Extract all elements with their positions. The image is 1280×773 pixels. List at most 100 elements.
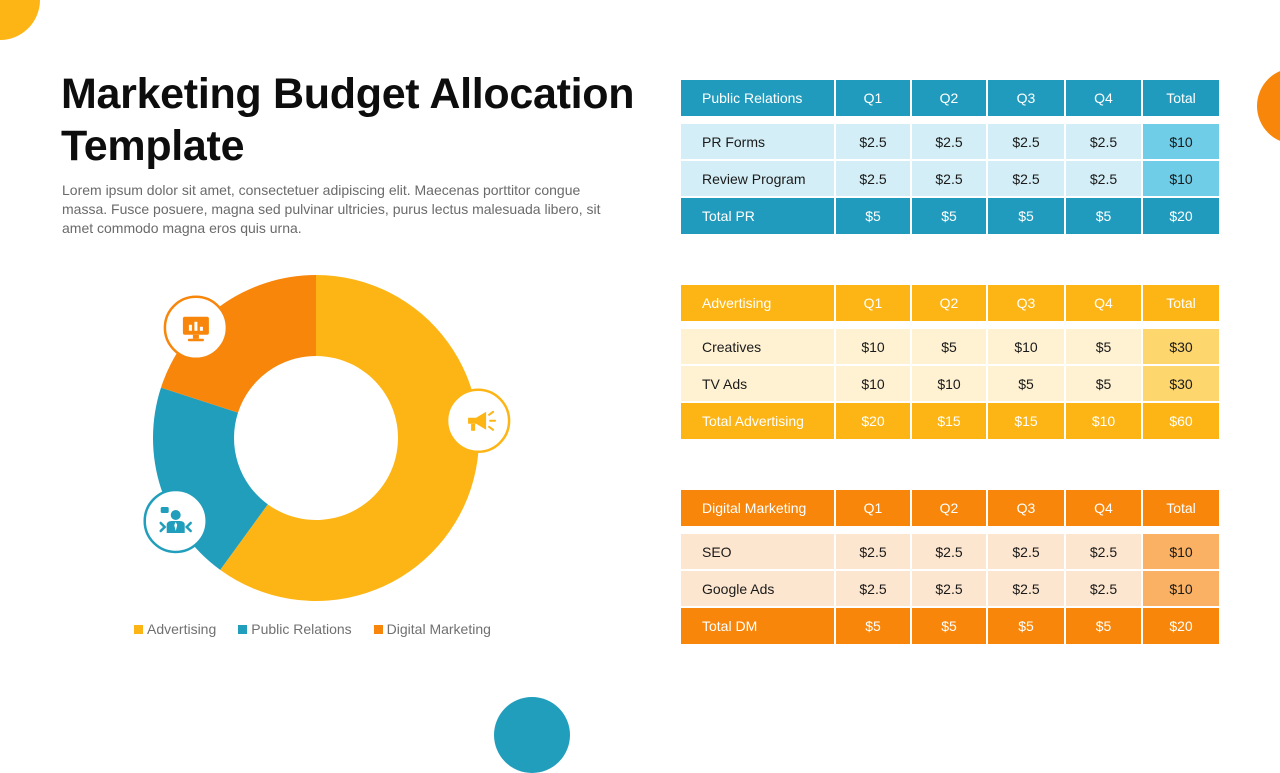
table-cell: $2.5 xyxy=(910,532,988,571)
legend-item-advertising: Advertising xyxy=(134,620,216,638)
table-total-cell: $15 xyxy=(986,401,1066,441)
table-total-cell: $5 xyxy=(834,196,912,236)
table-total-cell: $20 xyxy=(834,401,912,441)
decorative-circle-top-left xyxy=(0,0,40,40)
table-total-cell: $10 xyxy=(1064,401,1143,441)
slide-title: Marketing Budget Allocation Template xyxy=(61,70,635,170)
table-header-cell: Q3 xyxy=(986,488,1066,528)
table-cell: $5 xyxy=(1064,364,1143,403)
table-total-cell: $5 xyxy=(834,606,912,646)
table-cell: $2.5 xyxy=(1064,569,1143,608)
table-cell: Review Program xyxy=(679,159,836,198)
table-total-cell: Total DM xyxy=(679,606,836,646)
legend-label: Digital Marketing xyxy=(386,621,491,637)
table-cell-total: $10 xyxy=(1141,569,1221,608)
digital-marketing-table: Digital Marketing Q1 Q2 Q3 Q4 Total SEO … xyxy=(679,488,1221,646)
table-row: SEO $2.5 $2.5 $2.5 $2.5 $10 xyxy=(679,532,1221,571)
legend-item-digital-marketing: Digital Marketing xyxy=(373,620,491,638)
table-header-cell: Q4 xyxy=(1064,488,1143,528)
advertising-table: Advertising Q1 Q2 Q3 Q4 Total Creatives … xyxy=(679,283,1221,441)
table-header-cell: Total xyxy=(1141,78,1221,118)
icon-badge xyxy=(445,388,511,454)
table-cell-total: $30 xyxy=(1141,327,1221,366)
slide-description: Lorem ipsum dolor sit amet, consectetuer… xyxy=(62,182,601,236)
table-cell: $2.5 xyxy=(834,532,912,571)
legend-item-public-relations: Public Relations xyxy=(238,620,352,638)
table-cell: $2.5 xyxy=(986,159,1066,198)
table-header-cell: Total xyxy=(1141,283,1221,323)
chart-legend: Advertising Public Relations Digital Mar… xyxy=(134,620,491,638)
table-cell: Creatives xyxy=(679,327,836,366)
table-cell: $10 xyxy=(834,327,912,366)
table-header-cell: Q2 xyxy=(910,78,988,118)
table-total-cell: $5 xyxy=(1064,196,1143,236)
table-cell-total: $10 xyxy=(1141,122,1221,161)
table-cell: $2.5 xyxy=(910,159,988,198)
table-cell: $2.5 xyxy=(834,159,912,198)
table-cell: $2.5 xyxy=(1064,532,1143,571)
table-cell: $2.5 xyxy=(910,569,988,608)
table-cell: $2.5 xyxy=(834,122,912,161)
table-total-cell: $20 xyxy=(1141,606,1221,646)
table-header-row: Public Relations Q1 Q2 Q3 Q4 Total xyxy=(679,78,1221,118)
table-cell: TV Ads xyxy=(679,364,836,403)
table-header-cell: Advertising xyxy=(679,283,836,323)
table-total-cell: $60 xyxy=(1141,401,1221,441)
legend-swatch xyxy=(238,624,248,634)
table-total-cell: Total Advertising xyxy=(679,401,836,441)
businessman-icon xyxy=(159,506,192,533)
table-cell-total: $10 xyxy=(1141,159,1221,198)
table-cell: $5 xyxy=(1064,327,1143,366)
table-cell-total: $30 xyxy=(1141,364,1221,403)
table-header-cell: Q1 xyxy=(834,78,912,118)
monitor-chart-icon xyxy=(182,316,209,342)
table-header-row: Digital Marketing Q1 Q2 Q3 Q4 Total xyxy=(679,488,1221,528)
table-total-row: Total Advertising $20 $15 $15 $10 $60 xyxy=(679,401,1221,441)
table-cell: Google Ads xyxy=(679,569,836,608)
table-header-row: Advertising Q1 Q2 Q3 Q4 Total xyxy=(679,283,1221,323)
table-total-cell: $5 xyxy=(986,196,1066,236)
donut-slice-advertising xyxy=(220,275,479,601)
donut-slice-digital-marketing xyxy=(160,275,316,413)
table-cell: $2.5 xyxy=(1064,159,1143,198)
table-header-cell: Q3 xyxy=(986,283,1066,323)
table-row: PR Forms $2.5 $2.5 $2.5 $2.5 $10 xyxy=(679,122,1221,161)
table-total-cell: $15 xyxy=(910,401,988,441)
table-total-row: Total DM $5 $5 $5 $5 $20 xyxy=(679,606,1221,646)
decorative-circle-right xyxy=(1257,68,1280,144)
table-total-cell: $5 xyxy=(910,196,988,236)
table-header-cell: Q1 xyxy=(834,283,912,323)
table-total-row: Total PR $5 $5 $5 $5 $20 xyxy=(679,196,1221,236)
table-total-cell: $5 xyxy=(986,606,1066,646)
table-cell: $2.5 xyxy=(910,122,988,161)
table-cell: SEO xyxy=(679,532,836,571)
legend-swatch xyxy=(373,624,383,634)
table-header-cell: Total xyxy=(1141,488,1221,528)
table-cell: $10 xyxy=(910,364,988,403)
budget-donut-chart xyxy=(143,275,511,601)
table-header-cell: Q4 xyxy=(1064,283,1143,323)
table-total-cell: $5 xyxy=(1064,606,1143,646)
table-cell: $10 xyxy=(834,364,912,403)
table-header-cell: Q2 xyxy=(910,283,988,323)
legend-swatch xyxy=(134,624,143,634)
table-cell: $2.5 xyxy=(1064,122,1143,161)
table-cell: $5 xyxy=(910,327,988,366)
table-cell-total: $10 xyxy=(1141,532,1221,571)
legend-label: Public Relations xyxy=(251,621,352,637)
table-header-cell: Public Relations xyxy=(679,78,836,118)
table-total-cell: Total PR xyxy=(679,196,836,236)
table-cell: PR Forms xyxy=(679,122,836,161)
decorative-circle-bottom xyxy=(494,697,570,773)
table-header-cell: Digital Marketing xyxy=(679,488,836,528)
table-cell: $5 xyxy=(986,364,1066,403)
table-row: Review Program $2.5 $2.5 $2.5 $2.5 $10 xyxy=(679,159,1221,198)
public-relations-table: Public Relations Q1 Q2 Q3 Q4 Total PR Fo… xyxy=(679,78,1221,236)
table-total-cell: $20 xyxy=(1141,196,1221,236)
table-header-cell: Q4 xyxy=(1064,78,1143,118)
table-cell: $2.5 xyxy=(986,122,1066,161)
icon-badge xyxy=(163,295,229,361)
table-header-cell: Q3 xyxy=(986,78,1066,118)
icon-badge xyxy=(143,488,208,554)
table-row: TV Ads $10 $10 $5 $5 $30 xyxy=(679,364,1221,403)
